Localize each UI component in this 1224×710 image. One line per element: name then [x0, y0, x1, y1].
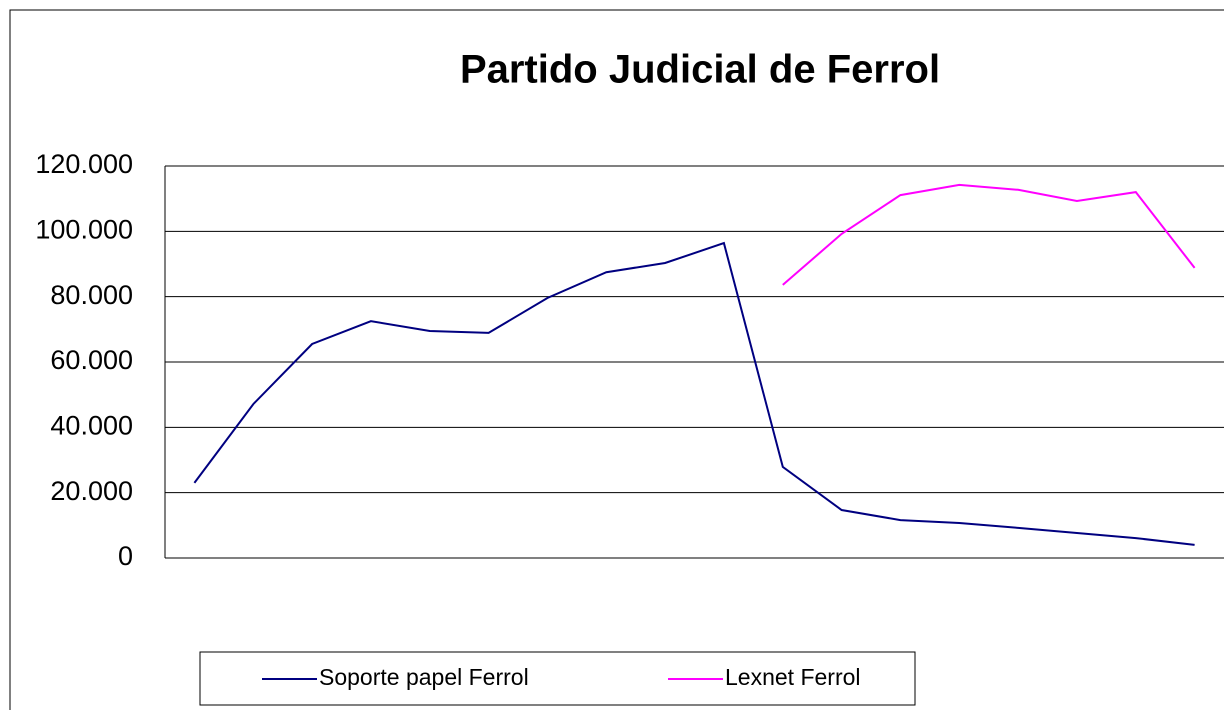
y-tick-label: 40.000 — [50, 410, 133, 440]
chart-title: Partido Judicial de Ferrol — [460, 48, 940, 92]
y-tick-label: 80.000 — [50, 280, 133, 310]
y-tick-label: 60.000 — [50, 345, 133, 375]
y-tick-label: 0 — [118, 541, 133, 571]
series-line — [193, 241, 1195, 546]
legend — [199, 651, 916, 706]
y-tick-label: 120.000 — [35, 149, 133, 179]
chart-border — [9, 9, 1224, 710]
y-tick-label: 20.000 — [50, 476, 133, 506]
legend-label: Soporte papel Ferrol — [319, 664, 529, 690]
series-line — [782, 183, 1196, 286]
y-tick-label: 100.000 — [35, 214, 133, 244]
legend-label: Lexnet Ferrol — [725, 664, 861, 690]
